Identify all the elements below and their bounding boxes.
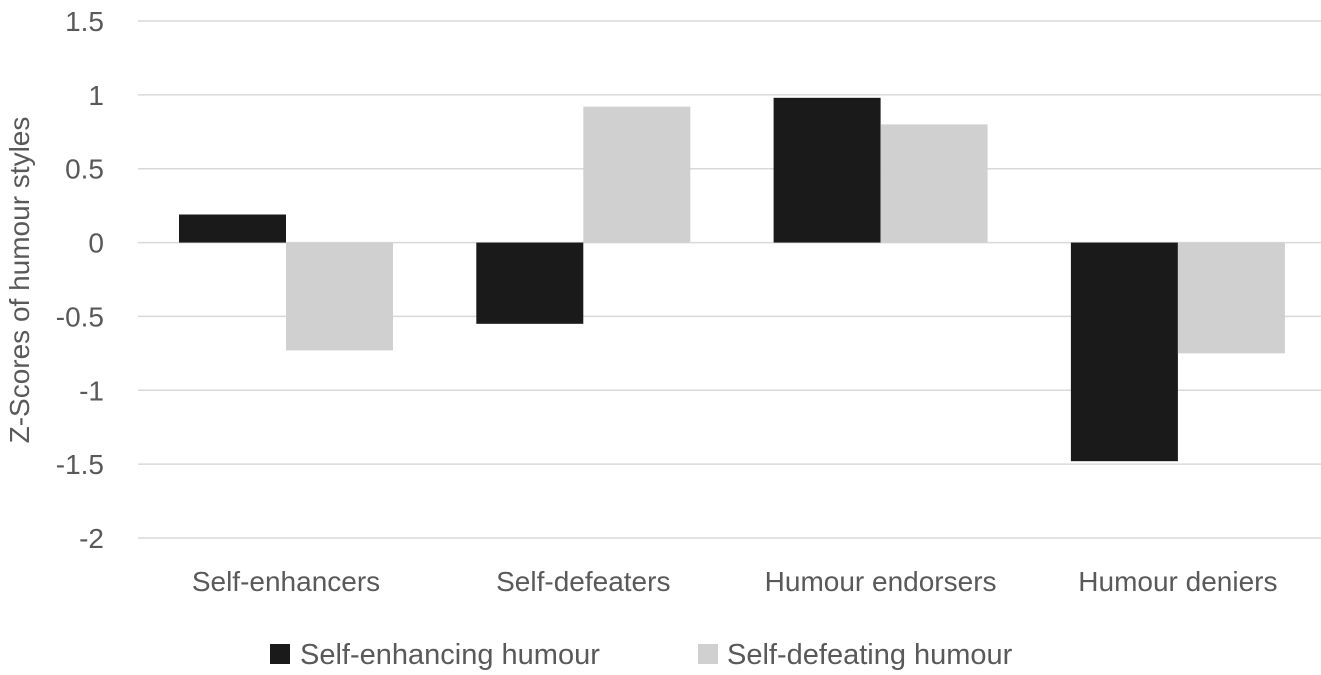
y-tick-label: -2 xyxy=(79,523,104,554)
y-axis-ticks: 1.5 1 0.5 0 -0.5 -1 -1.5 -2 xyxy=(56,6,104,554)
legend-swatch xyxy=(270,644,290,664)
bars xyxy=(179,97,1285,462)
legend-label: Self-defeating humour xyxy=(727,639,1013,671)
y-tick-label: -0.5 xyxy=(56,301,104,332)
x-category-label: Humour endorsers xyxy=(765,566,997,597)
y-tick-label: 0 xyxy=(88,228,104,259)
legend: Self-enhancing humour Self-defeating humo… xyxy=(270,639,1013,671)
y-tick-label: 0.5 xyxy=(65,154,104,185)
bar-self-defeating xyxy=(880,124,988,243)
bar-self-defeating xyxy=(1177,242,1285,354)
y-tick-label: -1 xyxy=(79,375,104,406)
y-tick-label: 1 xyxy=(88,80,104,111)
x-category-label: Self-defeaters xyxy=(496,566,670,597)
bar-self-defeating xyxy=(286,242,393,351)
x-axis-categories: Self-enhancers Self-defeaters Humour endor… xyxy=(192,566,1278,597)
bar-self-enhancing xyxy=(179,214,286,243)
legend-swatch xyxy=(698,644,718,664)
y-tick-label: 1.5 xyxy=(65,6,104,37)
bar-self-defeating xyxy=(583,106,691,243)
bar-self-enhancing xyxy=(476,242,584,324)
x-category-label: Self-enhancers xyxy=(192,566,380,597)
y-tick-label: -1.5 xyxy=(56,449,104,480)
bar-self-enhancing xyxy=(1070,242,1178,462)
bar-self-enhancing xyxy=(773,97,881,243)
y-axis-title: Z-Scores of humour styles xyxy=(4,117,35,444)
x-category-label: Humour deniers xyxy=(1078,566,1277,597)
legend-label: Self-enhancing humour xyxy=(300,639,600,671)
